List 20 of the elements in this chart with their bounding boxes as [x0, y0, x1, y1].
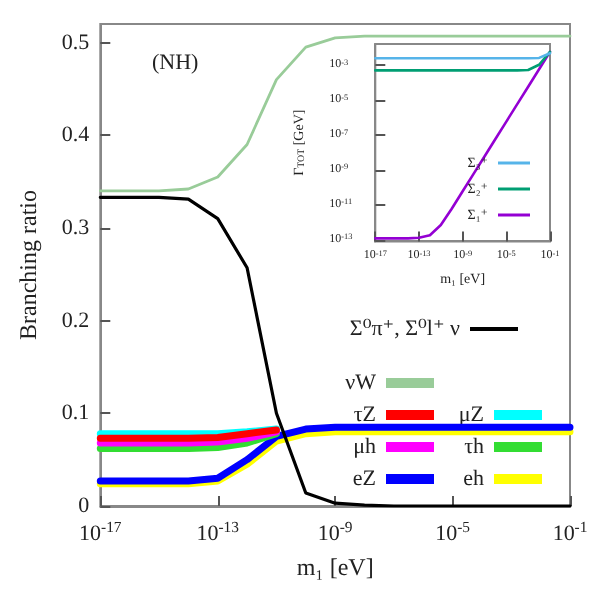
x-axis-title: m₁ [eV]: [296, 552, 374, 581]
annotation: (NH): [152, 51, 200, 75]
legend-label: μh: [353, 435, 377, 459]
y-tick-label: 0: [78, 494, 91, 518]
legend-label: Σ⁰π⁺, Σ⁰l⁺ ν: [349, 317, 461, 341]
legend-label: μZ: [458, 403, 485, 427]
legend-label: eh: [463, 467, 485, 491]
legend-label: τZ: [353, 403, 377, 427]
legend-label: eZ: [352, 467, 377, 491]
y-tick-label: 0.1: [61, 401, 90, 426]
y-tick-label: 0.3: [61, 215, 91, 240]
y-tick-label: 0.5: [61, 30, 91, 55]
legend-label: νW: [345, 371, 378, 395]
y-axis-title: Branching ratio: [14, 190, 42, 340]
line-series: [374, 50, 552, 240]
line-series: [98, 34, 572, 193]
legend-label: τh: [464, 435, 485, 459]
line-series: [374, 50, 552, 72]
y-tick-label: 0.2: [61, 308, 90, 333]
y-tick-label: 0.4: [61, 123, 91, 148]
